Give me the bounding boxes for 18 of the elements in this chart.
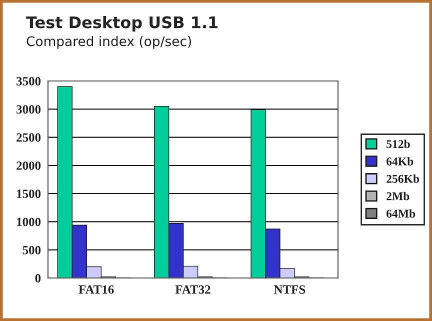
y-tick-label: 3000 [16,105,41,114]
y-tick-label: 2500 [16,133,41,142]
legend-label: 2Mb [386,192,410,200]
y-tick-label: 1500 [17,190,41,198]
chart-title: Test Desktop USB 1.1 [26,16,218,32]
y-tick-label: 2000 [16,161,41,170]
y-tick-label: 0 [35,274,41,282]
x-tick-label: FAT32 [175,285,210,294]
legend-label: 64Kb [386,157,414,166]
legend-label: 256Kb [386,174,420,183]
legend-label: 512b [386,140,410,148]
chart-subtitle: Compared index (op/sec) [26,36,192,49]
x-tick-label: NTFS [274,285,306,294]
y-tick-label: 500 [22,246,41,254]
legend-label: 64Mb [386,209,416,218]
x-tick-label: FAT16 [78,285,114,294]
y-tick-label: 1000 [17,218,41,226]
y-tick-label: 3500 [16,77,41,86]
